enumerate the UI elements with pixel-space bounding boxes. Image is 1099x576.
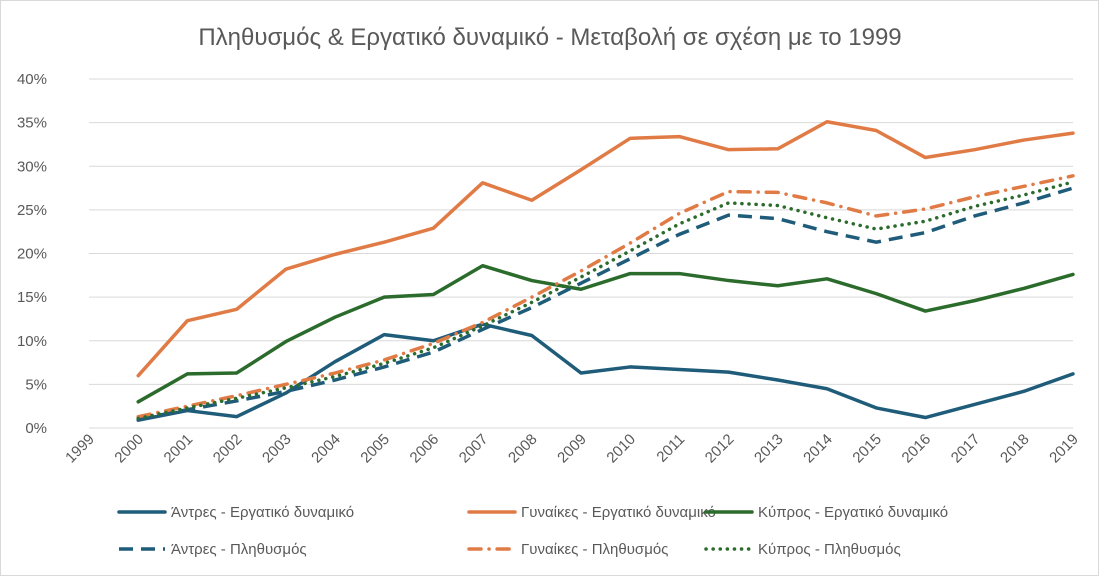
x-tick-label: 2015 — [849, 431, 885, 467]
legend-label: Κύπρος - Πληθυσμός — [758, 541, 901, 558]
legend: Άντρες - Εργατικό δυναμικό Γυναίκες - Εργ… — [117, 504, 948, 558]
x-tick-label: 2004 — [308, 431, 344, 467]
x-tick-label: 2018 — [997, 431, 1033, 467]
x-tick-label: 2006 — [407, 431, 443, 467]
y-tick-label: 10% — [17, 333, 47, 350]
chart-title: Πληθυσμός & Εργατικό δυναμικό - Μεταβολή… — [198, 24, 901, 51]
x-tick-label: 2013 — [751, 431, 787, 467]
x-tick-label: 2011 — [653, 431, 688, 466]
y-tick-label: 35% — [17, 115, 47, 132]
gridlines — [89, 78, 1073, 429]
legend-label: Κύπρος - Εργατικό δυναμικό — [758, 504, 948, 521]
x-tick-label: 2016 — [899, 431, 935, 467]
series-line-4 — [137, 186, 1074, 421]
x-tick-label: 1999 — [62, 431, 98, 467]
x-tick-label: 2001 — [161, 431, 197, 467]
legend-label: Γυναίκες - Πληθυσμός — [521, 541, 668, 558]
y-tick-label: 25% — [17, 202, 47, 219]
x-tick-label: 2009 — [554, 431, 590, 467]
x-tick-label: 2017 — [948, 431, 984, 467]
legend-label: Άντρες - Εργατικό δυναμικό — [171, 504, 354, 521]
x-tick-label: 2019 — [1046, 431, 1082, 467]
series-line-3 — [136, 263, 1075, 404]
series-lines — [136, 120, 1075, 422]
legend-label: Άντρες - Πληθυσμός — [171, 541, 307, 558]
y-tick-label: 30% — [17, 158, 47, 175]
x-tick-label: 2012 — [702, 431, 738, 467]
y-tick-label: 20% — [17, 246, 47, 263]
y-axis-ticks: 0% 5% 10% 15% 20% 25% 30% 35% 40% — [17, 71, 47, 437]
x-tick-label: 2002 — [210, 431, 246, 467]
series-line-2 — [136, 120, 1075, 378]
x-tick-label: 2014 — [800, 431, 836, 467]
series-line-1 — [136, 322, 1075, 422]
series-line-6 — [136, 180, 1075, 421]
y-tick-label: 0% — [25, 420, 47, 437]
x-tick-label: 2010 — [603, 431, 639, 467]
legend-label: Γυναίκες - Εργατικό δυναμικό — [521, 504, 716, 521]
y-tick-label: 5% — [25, 376, 47, 393]
x-tick-label: 2003 — [259, 431, 295, 467]
x-tick-label: 2005 — [357, 431, 393, 467]
x-tick-label: 2008 — [505, 431, 541, 467]
x-axis-ticks: 1999 2000 2001 2002 2003 2004 2005 2006 2007 2008… — [62, 431, 1082, 467]
y-tick-label: 15% — [17, 289, 47, 306]
series-line-5 — [136, 174, 1075, 419]
x-tick-label: 2000 — [111, 431, 147, 467]
y-tick-label: 40% — [17, 71, 47, 88]
x-tick-label: 2007 — [456, 431, 492, 467]
